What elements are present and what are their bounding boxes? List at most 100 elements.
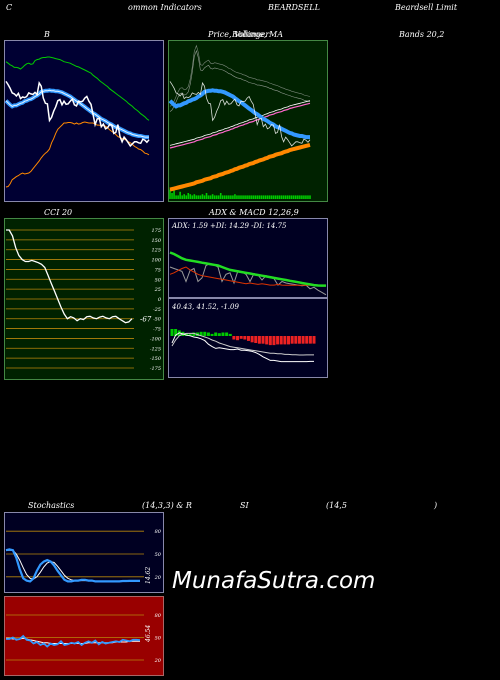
volume-bar: [286, 195, 289, 199]
cci-tick-label: 25: [154, 287, 161, 293]
cci-tick-label: 75: [155, 267, 161, 273]
volume-bar: [215, 195, 218, 199]
volume-bar: [305, 195, 307, 199]
cci-tick-label: 150: [151, 238, 161, 244]
volume-bar: [248, 195, 250, 199]
volume-bar: [258, 195, 261, 199]
stoch-value-label: 14.62: [145, 567, 152, 584]
stoch-k-line: [5, 548, 140, 583]
volume-bar: [221, 195, 224, 199]
cci-tick-label: 50: [155, 277, 162, 283]
volume-bar: [309, 195, 311, 199]
macd-signal-line: [171, 332, 314, 356]
macd-histogram-bar: [272, 336, 276, 346]
macd-histogram-bar: [287, 336, 291, 345]
volume-bar: [252, 195, 254, 199]
volume-bar: [219, 193, 222, 199]
stoch-tick-label: 50: [155, 552, 162, 558]
volume-bar: [201, 194, 204, 199]
cci-line: [6, 229, 133, 324]
macd-histogram-bar: [228, 333, 232, 336]
volume-bar: [268, 195, 271, 199]
volume-bar: [266, 195, 269, 199]
volume-bar: [299, 195, 301, 199]
volume-bar: [205, 193, 208, 199]
rsi-title: SI: [240, 501, 249, 510]
volume-bar: [217, 195, 220, 199]
macd-histogram-bar: [221, 332, 225, 336]
ma-line-faint-2: [169, 44, 311, 107]
macd-histogram-bar: [170, 329, 174, 336]
macd-histogram-bar: [268, 336, 272, 346]
cci-tick-label: -100: [150, 336, 162, 342]
stoch-title-mid: (14,3,3) & R: [142, 501, 192, 510]
volume-bar: [274, 195, 277, 199]
macd-histogram-bar: [243, 336, 247, 340]
volume-bar: [197, 195, 200, 199]
adx-macd-title: ADX & MACD 12,26,9: [209, 208, 299, 217]
stoch-tick-label: 80: [155, 529, 162, 535]
volume-bar: [213, 195, 216, 199]
bands-title: Bands 20,2: [399, 30, 445, 39]
volume-bar: [244, 195, 246, 199]
volume-bar: [191, 195, 194, 199]
volume-bar: [171, 193, 173, 199]
volume-bar: [262, 195, 265, 199]
macd-histogram-bar: [174, 329, 178, 336]
header-company: Beardsell Limit: [395, 3, 458, 12]
volume-bar: [193, 194, 196, 199]
volume-bar: [294, 195, 297, 199]
macd-histogram-bar: [283, 336, 287, 345]
volume-bar: [238, 195, 240, 199]
cci-tick-label: -50: [153, 317, 162, 323]
macd-histogram-bar: [294, 336, 298, 344]
price-volume-ma-panel: [168, 40, 328, 202]
volume-bar: [185, 195, 188, 199]
macd-readout: 40.43, 41.52, -1.09: [171, 303, 239, 311]
panel-background: [168, 218, 328, 298]
volume-bar: [226, 195, 228, 199]
volume-bar: [272, 195, 275, 199]
cci-tick-label: 175: [151, 228, 161, 234]
volume-bar: [207, 195, 210, 199]
volume-bar: [254, 195, 257, 199]
volume-bar: [240, 195, 242, 199]
panel-background: [4, 40, 164, 202]
volume-bar: [179, 191, 181, 199]
macd-histogram-bar: [217, 333, 221, 336]
ma-line-blue: [168, 88, 310, 140]
volume-bar: [276, 195, 279, 199]
volume-bar: [280, 195, 283, 199]
volume-bar: [256, 195, 259, 199]
volume-bar: [250, 195, 252, 199]
volume-bar: [183, 194, 186, 199]
volume-bar: [307, 195, 309, 199]
macd-histogram-bar: [254, 336, 258, 343]
bb-lower-line: [5, 121, 150, 188]
macd-histogram-bar: [185, 333, 189, 336]
price-title-overlay: Bollinger: [232, 30, 270, 39]
macd-histogram-bar: [250, 336, 254, 343]
macd-histogram-bar: [308, 336, 312, 344]
cci-panel: 175 150 125 100 75 50 25 0 -25 -50 -75 -100 -125 -150…: [4, 218, 164, 380]
adx-panel: ADX: 1.59 +DI: 14.29 -DI: 14.75: [168, 218, 328, 298]
macd-histogram-bar: [265, 336, 269, 345]
ma-line-faint-1: [169, 49, 311, 112]
volume-bar: [173, 190, 175, 199]
price-line: [169, 81, 311, 147]
cci-tick-label: 0: [158, 297, 162, 303]
volume-bar: [169, 189, 171, 199]
volume-bar: [278, 195, 281, 199]
header-symbol: BEARDSELL: [268, 3, 320, 12]
rsi-tick-label: 80: [155, 613, 162, 619]
volume-bar: [175, 195, 177, 199]
volume-bar: [203, 195, 206, 199]
rsi-line: [6, 634, 141, 648]
macd-histogram-bar: [214, 332, 218, 336]
volume-bar: [290, 195, 293, 199]
plus-di-line: [169, 251, 326, 287]
volume-bar: [228, 195, 230, 199]
macd-histogram-bar: [297, 336, 301, 344]
cci-tick-label: -150: [150, 356, 162, 362]
panel-background: [4, 596, 164, 676]
